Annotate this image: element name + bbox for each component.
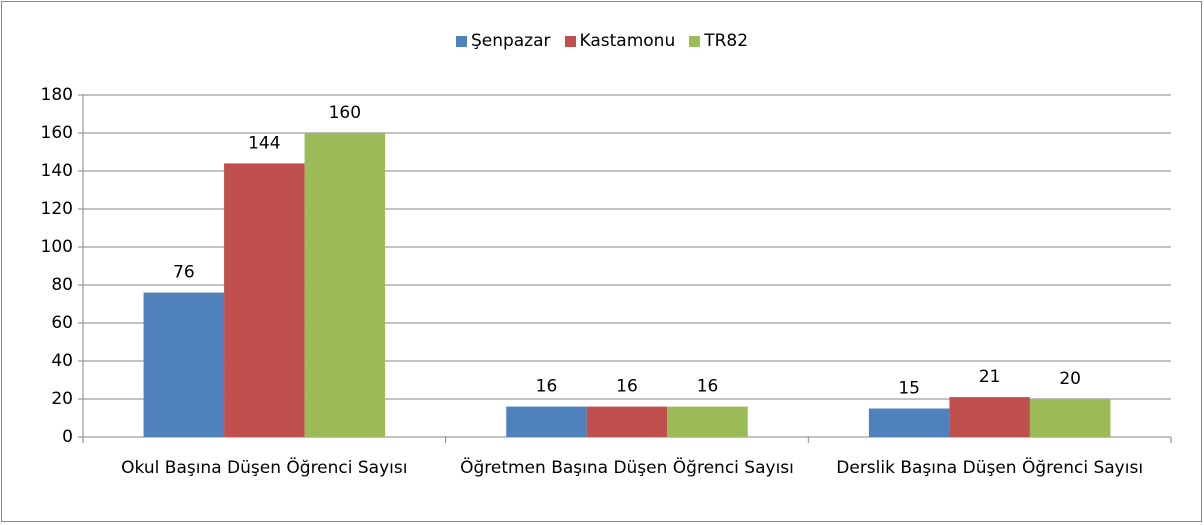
bar bbox=[586, 406, 668, 437]
bar bbox=[304, 133, 386, 437]
bar bbox=[949, 397, 1030, 437]
bar bbox=[224, 163, 305, 437]
bar bbox=[667, 406, 748, 437]
legend-label: Şenpazar bbox=[470, 31, 551, 51]
data-label: 144 bbox=[248, 133, 280, 153]
legend-label: Kastamonu bbox=[579, 31, 676, 51]
y-tick-label: 60 bbox=[51, 313, 73, 333]
data-label: 16 bbox=[697, 377, 719, 397]
data-label: 16 bbox=[536, 377, 558, 397]
legend-item: TR82 bbox=[689, 31, 748, 51]
y-tick-label: 80 bbox=[51, 275, 73, 295]
bar bbox=[506, 406, 587, 437]
y-tick-label: 0 bbox=[62, 427, 73, 447]
data-label: 76 bbox=[173, 263, 195, 283]
legend-label: TR82 bbox=[704, 31, 749, 51]
x-tick-label: Okul Başına Düşen Öğrenci Sayısı bbox=[121, 458, 408, 478]
legend-swatch bbox=[564, 35, 576, 47]
y-tick-label: 100 bbox=[41, 237, 73, 257]
legend-item: Şenpazar bbox=[455, 31, 551, 51]
data-label: 160 bbox=[329, 103, 361, 123]
x-tick-label: Derslik Başına Düşen Öğrenci Sayısı bbox=[836, 458, 1144, 478]
x-tick-label: Öğretmen Başına Düşen Öğrenci Sayısı bbox=[460, 458, 794, 478]
y-tick-label: 140 bbox=[41, 161, 73, 181]
y-tick-label: 160 bbox=[41, 123, 73, 143]
data-label: 20 bbox=[1059, 369, 1081, 389]
legend-item: Kastamonu bbox=[564, 31, 676, 51]
legend-swatch bbox=[689, 35, 701, 47]
legend-swatch bbox=[455, 35, 467, 47]
y-tick-label: 180 bbox=[41, 85, 73, 105]
bar bbox=[868, 408, 950, 437]
y-tick-label: 40 bbox=[51, 351, 73, 371]
bar bbox=[143, 292, 225, 437]
data-label: 15 bbox=[898, 379, 920, 399]
y-tick-label: 120 bbox=[41, 199, 73, 219]
data-label: 16 bbox=[616, 377, 638, 397]
bar bbox=[1029, 399, 1111, 437]
y-tick-label: 20 bbox=[51, 389, 73, 409]
legend: Şenpazar Kastamonu TR82 bbox=[0, 31, 1204, 51]
data-label: 21 bbox=[979, 367, 1001, 387]
